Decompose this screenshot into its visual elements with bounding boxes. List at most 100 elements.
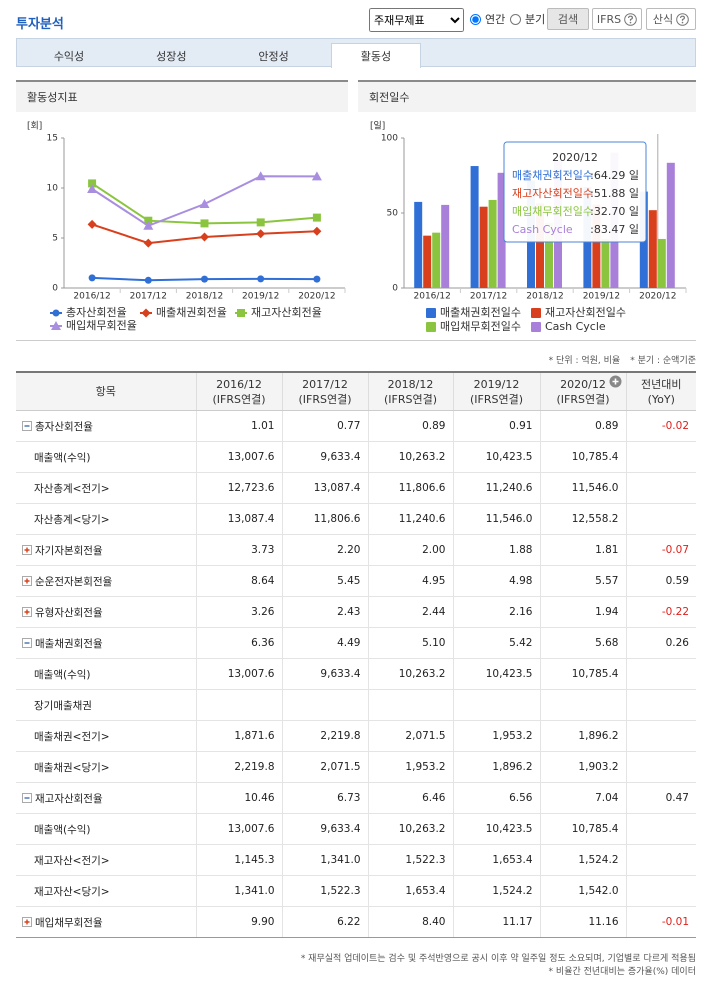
- row-label-cell: 총자산회전율: [16, 410, 196, 442]
- marker: [52, 309, 60, 317]
- marker: [237, 309, 245, 317]
- table-row: 매출액(수익) 13,007.6 9,633.4 10,263.2 10,423.5 10…: [16, 658, 696, 690]
- radio[interactable]: [470, 13, 481, 25]
- marker: [312, 226, 322, 236]
- marker: [144, 216, 153, 225]
- expand-icon[interactable]: [22, 917, 32, 927]
- value-cell: 1,341.0: [281, 844, 368, 876]
- tab[interactable]: 성장성: [156, 49, 187, 63]
- radio[interactable]: [510, 13, 521, 25]
- yoy-cell: -0.02: [625, 410, 696, 442]
- table-row: 재고자산<당기> 1,341.0 1,522.3 1,653.4 1,524.2 1,54…: [16, 875, 696, 907]
- expand-icon[interactable]: [22, 576, 32, 586]
- search-button[interactable]: 검색: [547, 8, 589, 30]
- value-cell: [195, 689, 282, 721]
- legend-label: 매출채권회전율: [156, 306, 227, 319]
- row-label: 매출액(수익): [34, 823, 91, 836]
- value-cell: 11,806.6: [281, 503, 368, 535]
- value-cell: 2.20: [281, 534, 368, 566]
- y-tick-label: 5: [52, 234, 58, 244]
- ifrs-button[interactable]: IFRS: [592, 8, 642, 30]
- row-label: 자산총계<전기>: [34, 482, 110, 495]
- y-tick-label: 0: [52, 284, 58, 294]
- collapse-icon[interactable]: [22, 638, 32, 648]
- yoy-cell: [625, 813, 696, 845]
- yoy-cell: 0.59: [625, 565, 696, 597]
- panel-header: 활동성지표: [16, 80, 348, 112]
- value-cell: 1,953.2: [367, 751, 453, 783]
- x-tick-label: 2017/12: [470, 292, 507, 302]
- radio-quarter[interactable]: 분기: [510, 10, 545, 28]
- yoy-cell: -0.22: [625, 596, 696, 628]
- value-cell: 1,542.0: [539, 875, 626, 907]
- table-row: 매출채권회전율 6.36 4.49 5.10 5.42 5.68 0.26: [16, 627, 696, 659]
- table-row: 매출액(수익) 13,007.6 9,633.4 10,263.2 10,423.5 10…: [16, 813, 696, 845]
- charts: [회] 0 5 10 15 2016/12 2017/12 2018/12 2019/12 202…: [27, 121, 687, 333]
- value-cell: 0.89: [539, 410, 626, 442]
- tab[interactable]: 수익성: [53, 49, 85, 63]
- value-cell: 12,723.6: [195, 472, 282, 504]
- bar: [601, 238, 610, 288]
- row-label: 장기매출채권: [34, 699, 92, 712]
- expand-all-icon[interactable]: [609, 375, 622, 388]
- yoy-cell: [625, 503, 696, 535]
- value-cell: 7.04: [539, 782, 626, 814]
- collapse-icon[interactable]: [22, 421, 32, 431]
- row-label-cell: 순운전자본회전율: [16, 565, 196, 597]
- x-tick-label: 2018/12: [526, 292, 563, 302]
- value-cell: 1,145.3: [195, 844, 282, 876]
- row-label-cell: 자산총계<당기>: [16, 503, 196, 535]
- marker: [257, 275, 265, 283]
- value-cell: 9,633.4: [281, 813, 368, 845]
- statement-select[interactable]: 주재무제표: [369, 8, 464, 32]
- table-row: 순운전자본회전율 8.64 5.45 4.95 4.98 5.57 0.59: [16, 565, 696, 597]
- marker: [313, 275, 321, 283]
- expand-icon[interactable]: [22, 607, 32, 617]
- x-tick-label: 2016/12: [414, 292, 451, 302]
- yoy-cell: -0.01: [625, 906, 696, 938]
- row-label: 유형자산회전율: [35, 606, 103, 619]
- tab[interactable]: 안정성: [258, 49, 289, 63]
- header-line: 2020/12: [560, 377, 606, 391]
- value-cell: 11,240.6: [367, 503, 453, 535]
- tooltip-value: :64.29 일: [590, 168, 639, 182]
- table-row: 자산총계<전기> 12,723.6 13,087.4 11,806.6 11,240.6…: [16, 472, 696, 504]
- tooltip-name: 매입채무회전일수: [512, 204, 593, 218]
- value-cell: 1,903.2: [539, 751, 626, 783]
- yoy-cell: [625, 472, 696, 504]
- value-cell: 2.43: [281, 596, 368, 628]
- formula-button[interactable]: 산식: [646, 8, 696, 30]
- marker: [87, 219, 97, 229]
- bar: [536, 203, 544, 288]
- footnote: * 재무실적 업데이트는 검수 및 주석반영으로 공시 이후 약 일주일 정도 …: [300, 954, 696, 964]
- value-cell: 1.94: [539, 596, 626, 628]
- row-label: 매출채권회전율: [35, 637, 103, 650]
- note: * 분기 : 순액기준: [630, 356, 696, 366]
- help-icon: [676, 12, 689, 26]
- table-row: 자산총계<당기> 13,087.4 11,806.6 11,240.6 11,546.0…: [16, 503, 696, 535]
- yoy-cell: [625, 441, 696, 473]
- collapse-icon[interactable]: [22, 793, 32, 803]
- legend-label: 재고자산회전율: [251, 306, 322, 319]
- marker: [143, 238, 153, 248]
- value-cell: 8.64: [195, 565, 282, 597]
- row-label: 순운전자본회전율: [35, 575, 113, 588]
- x-tick-label: 2019/12: [242, 292, 279, 302]
- bar: [497, 172, 506, 288]
- x-tick-label: 2016/12: [73, 292, 110, 302]
- value-cell: 1.88: [452, 534, 540, 566]
- value-cell: 9,633.4: [281, 658, 368, 690]
- bar: [648, 210, 657, 288]
- value-cell: 2,219.8: [281, 720, 368, 752]
- value-cell: [452, 689, 540, 721]
- legend-swatch: [531, 322, 541, 332]
- value-cell: 1,524.2: [539, 844, 626, 876]
- value-cell: 9,633.4: [281, 441, 368, 473]
- value-cell: 13,007.6: [195, 658, 282, 690]
- radio-annual[interactable]: 연간: [470, 10, 505, 28]
- expand-icon[interactable]: [22, 545, 32, 555]
- tooltip-title: 2020/12: [552, 151, 598, 164]
- legend-swatch: [531, 308, 541, 318]
- header-cell: 2017/12 (IFRS연결): [281, 371, 368, 411]
- tab[interactable]: 활동성: [330, 43, 421, 68]
